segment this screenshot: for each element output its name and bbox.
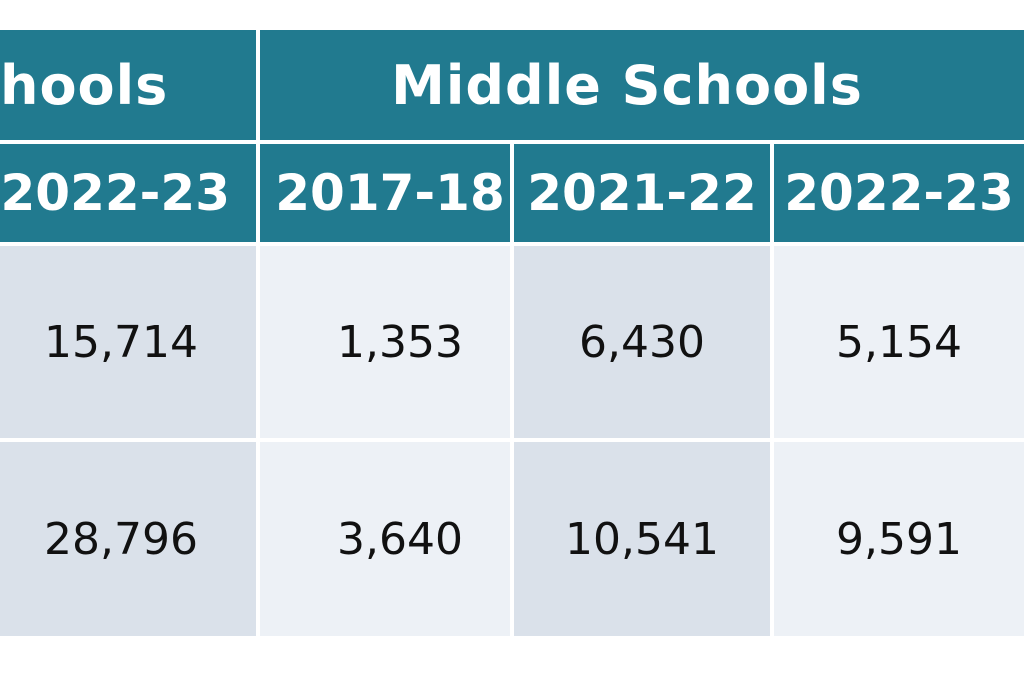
column-header-3: 2022-23 [774, 144, 1024, 242]
table-cell: 15,714 [0, 246, 256, 438]
column-header-2: 2021-22 [514, 144, 770, 242]
table-cell: 9,591 [774, 442, 1024, 636]
group-header-schools-partial: hools [0, 30, 256, 140]
table-cell: 1,353 [260, 246, 510, 438]
group-header-middle-schools: Middle Schools [260, 30, 1024, 140]
table-cell: 3,640 [260, 442, 510, 636]
table-cell: 5,154 [774, 246, 1024, 438]
column-header-0: 2022-23 [0, 144, 256, 242]
table-cell: 28,796 [0, 442, 256, 636]
table-cell: 10,541 [514, 442, 770, 636]
data-table: hools Middle Schools 2022-23 2017-18 202… [0, 30, 1024, 636]
column-header-1: 2017-18 [260, 144, 510, 242]
table-cell: 6,430 [514, 246, 770, 438]
